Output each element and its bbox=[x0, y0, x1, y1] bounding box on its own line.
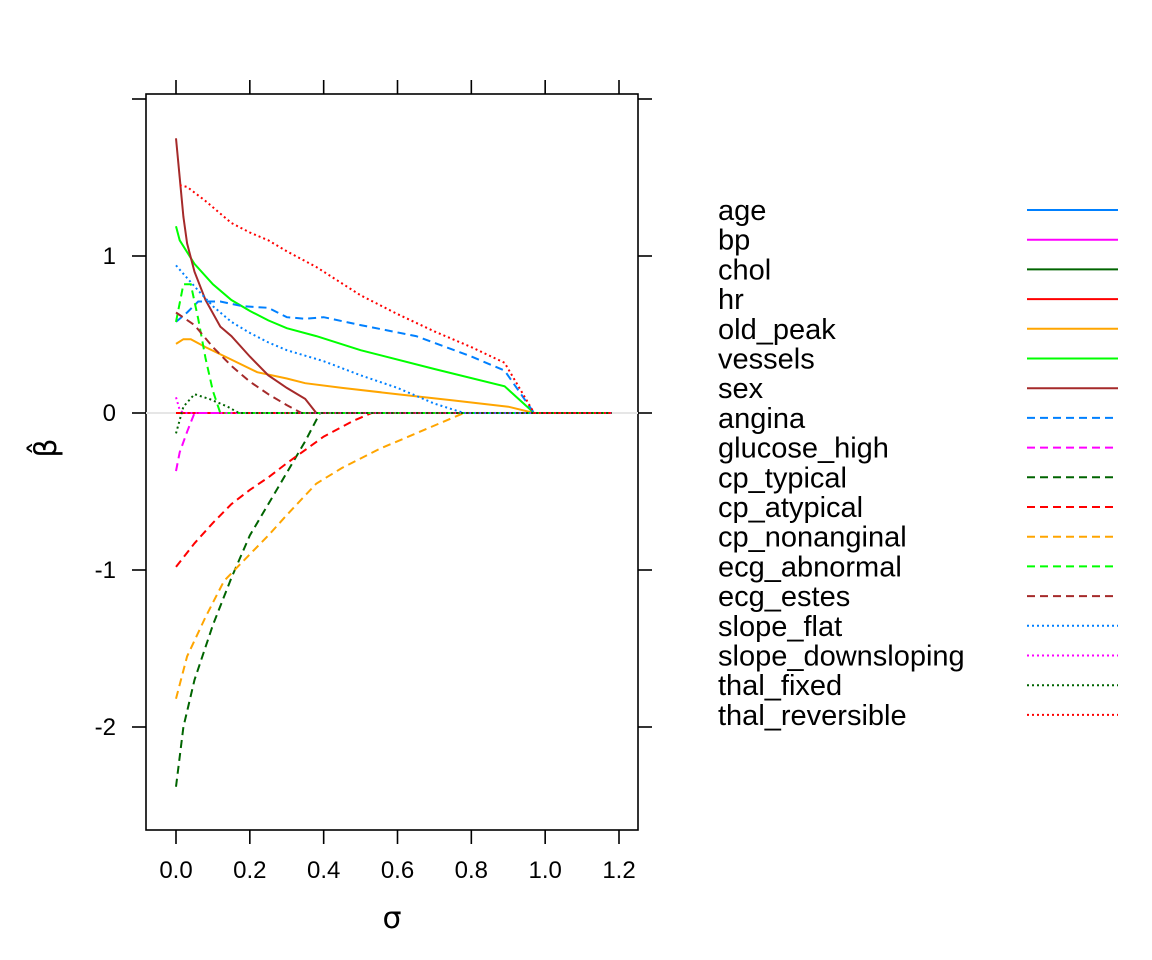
legend-label-chol: chol bbox=[718, 254, 771, 286]
legend-label-age: age bbox=[718, 195, 766, 227]
legend-label-glucose-high: glucose_high bbox=[718, 433, 889, 465]
legend-label-bp: bp bbox=[718, 225, 750, 257]
x-tick-label: 0.2 bbox=[233, 857, 266, 884]
legend-label-slope-flat: slope_flat bbox=[718, 611, 842, 643]
legend-label-vessels: vessels bbox=[718, 344, 815, 376]
series-line-old-peak bbox=[175, 338, 612, 414]
series-line-cp-nonanginal bbox=[175, 412, 612, 699]
x-tick-label: 1.0 bbox=[528, 857, 561, 884]
legend-label-cp-atypical: cp_atypical bbox=[718, 492, 863, 524]
legend: agebpcholhrold_peakvesselssexanginagluco… bbox=[718, 195, 1118, 732]
legend-label-sex: sex bbox=[718, 373, 764, 405]
x-tick-label: 0.0 bbox=[159, 857, 192, 884]
series-line-angina bbox=[175, 300, 612, 414]
series-line-cp-typical bbox=[175, 412, 612, 787]
legend-label-ecg-abnormal: ecg_abnormal bbox=[718, 551, 902, 583]
legend-label-old-peak: old_peak bbox=[718, 314, 836, 346]
plot-panel bbox=[145, 93, 639, 831]
legend-label-hr: hr bbox=[718, 284, 744, 316]
y-tick-label: -1 bbox=[95, 557, 116, 584]
legend-label-thal-reversible: thal_reversible bbox=[718, 700, 907, 732]
y-tick-label: -2 bbox=[95, 714, 116, 741]
series-line-vessels bbox=[175, 225, 612, 414]
series-line-glucose-high bbox=[175, 412, 612, 472]
y-axis-title: β̂ bbox=[26, 438, 64, 457]
series-line-slope-downsloping bbox=[175, 397, 612, 414]
x-tick-label: 0.4 bbox=[307, 857, 340, 884]
series-line-ecg-estes bbox=[175, 311, 612, 414]
x-axis-title: σ bbox=[382, 901, 401, 936]
series-line-thal-reversible bbox=[179, 184, 612, 414]
y-tick-label: 0 bbox=[103, 400, 116, 427]
legend-label-thal-fixed: thal_fixed bbox=[718, 670, 842, 702]
series-line-sex bbox=[175, 138, 612, 414]
axes: 0.0 0.2 0.4 0.6 0.8 1.0 1.2 -2 -1 0 1 bbox=[95, 80, 652, 884]
y-tick-label: 1 bbox=[103, 243, 116, 270]
x-tick-label: 0.6 bbox=[381, 857, 414, 884]
x-tick-label: 1.2 bbox=[602, 857, 635, 884]
legend-label-cp-nonanginal: cp_nonanginal bbox=[718, 522, 907, 554]
series-line-slope-flat bbox=[175, 264, 612, 414]
x-tick-label: 0.8 bbox=[455, 857, 488, 884]
series-line-ecg-abnormal bbox=[175, 283, 612, 414]
legend-label-angina: angina bbox=[718, 403, 806, 435]
legend-label-slope-downsloping: slope_downsloping bbox=[718, 641, 965, 673]
legend-label-cp-typical: cp_typical bbox=[718, 462, 847, 494]
plot-content bbox=[146, 138, 638, 787]
series-line-cp-atypical bbox=[175, 412, 612, 568]
legend-label-ecg-estes: ecg_estes bbox=[718, 581, 850, 613]
